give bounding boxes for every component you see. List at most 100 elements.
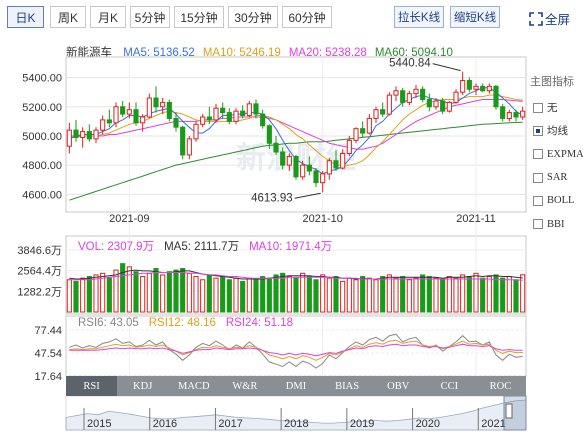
candle-body bbox=[213, 107, 219, 121]
rsi-line bbox=[69, 343, 523, 357]
high-annotation: 5440.84 bbox=[389, 58, 431, 70]
candle-body bbox=[353, 128, 359, 141]
volume-bar bbox=[346, 277, 352, 313]
candle-body bbox=[86, 131, 92, 140]
candle-body bbox=[500, 106, 506, 119]
indicator-tab[interactable]: OBV bbox=[387, 380, 410, 392]
volume-bar bbox=[326, 277, 332, 313]
candle-body bbox=[313, 170, 319, 184]
indicator-checkbox[interactable] bbox=[533, 125, 543, 136]
candle-body bbox=[473, 85, 479, 90]
candle-body bbox=[113, 106, 119, 124]
indicator-tab[interactable]: ROC bbox=[489, 380, 512, 392]
candle-body bbox=[80, 131, 86, 138]
volume-bar bbox=[120, 263, 126, 313]
indicator-option[interactable]: BOLL bbox=[528, 189, 583, 212]
volume-bar bbox=[246, 277, 252, 313]
candle-body bbox=[253, 103, 259, 115]
indicator-tab[interactable]: RSI bbox=[66, 376, 118, 396]
indicator-tab[interactable]: KDJ bbox=[133, 380, 153, 392]
navigator-year-label: 2020 bbox=[416, 418, 440, 430]
indicator-checkbox[interactable] bbox=[533, 172, 543, 183]
candle-body bbox=[206, 116, 212, 121]
volume-bar bbox=[173, 269, 179, 313]
period-tab[interactable]: 15分钟 bbox=[174, 6, 224, 28]
period-tab[interactable]: 60分钟 bbox=[282, 6, 332, 28]
volume-bar bbox=[93, 274, 99, 313]
rsi-tick-label: 17.64 bbox=[34, 371, 62, 383]
volume-bar bbox=[106, 277, 112, 313]
candle-body bbox=[393, 90, 399, 96]
ma-legend-item: MA60: 5094.10 bbox=[374, 47, 453, 59]
volume-bar bbox=[360, 276, 366, 313]
period-tab[interactable]: 月K bbox=[90, 6, 126, 28]
volume-bar bbox=[113, 269, 119, 313]
candle-body bbox=[326, 160, 332, 175]
volume-bar bbox=[493, 274, 499, 313]
indicator-option[interactable]: EXPMA bbox=[528, 143, 583, 166]
zoom-out-button[interactable]: 缩短K线 bbox=[450, 6, 500, 28]
volume-bar bbox=[473, 272, 479, 313]
volume-bar bbox=[393, 277, 399, 313]
volume-bar bbox=[260, 276, 266, 313]
indicator-option[interactable]: SAR bbox=[528, 166, 583, 189]
volume-bar bbox=[313, 279, 319, 313]
candle-body bbox=[93, 129, 99, 140]
low-annotation: 4613.93 bbox=[251, 192, 293, 204]
candle-body bbox=[106, 119, 112, 124]
volume-bar bbox=[306, 276, 312, 313]
navigator-year-label: 2021 bbox=[481, 418, 505, 430]
indicator-checkbox[interactable] bbox=[533, 195, 543, 206]
candle-body bbox=[320, 173, 326, 184]
candle-body bbox=[346, 139, 352, 154]
candle-body bbox=[340, 152, 346, 169]
indicator-tab[interactable]: W&R bbox=[232, 380, 258, 392]
candle-body bbox=[486, 85, 492, 92]
volume-ma5-line bbox=[69, 269, 523, 280]
indicator-option[interactable]: 无 bbox=[528, 96, 583, 119]
candle-body bbox=[413, 88, 419, 95]
rsi-legend-item: RSI12: 48.16 bbox=[148, 317, 216, 329]
candle-body bbox=[300, 164, 306, 178]
ma-legend-item: MA5: 5136.52 bbox=[123, 47, 195, 59]
zoom-in-button[interactable]: 拉长K线 bbox=[394, 6, 444, 28]
candle-body bbox=[446, 101, 452, 112]
indicator-checkbox[interactable] bbox=[533, 149, 543, 160]
indicator-option-label: BOLL bbox=[547, 195, 575, 207]
candle-body bbox=[173, 117, 179, 128]
indicator-checkbox[interactable] bbox=[533, 219, 543, 230]
indicator-option-label: 均线 bbox=[547, 126, 568, 138]
indicator-option[interactable]: 均线 bbox=[528, 119, 583, 142]
price-tick-label: 4800.00 bbox=[22, 160, 62, 172]
candle-body bbox=[426, 98, 432, 108]
indicator-option[interactable]: BBI bbox=[528, 212, 583, 235]
indicator-checkbox[interactable] bbox=[533, 102, 543, 113]
volume-bar bbox=[426, 276, 432, 313]
volume-bar bbox=[353, 279, 359, 313]
rsi-line bbox=[69, 333, 523, 369]
candle-body bbox=[380, 109, 386, 115]
period-tab[interactable]: 周K bbox=[50, 6, 86, 28]
price-tick-label: 5400.00 bbox=[22, 73, 62, 85]
indicator-option-label: BBI bbox=[547, 218, 565, 230]
indicator-tab[interactable]: DMI bbox=[285, 380, 307, 392]
indicator-tab[interactable]: MACD bbox=[178, 380, 210, 392]
ma-legend-item: MA10: 5246.19 bbox=[202, 47, 281, 59]
navigator-handle[interactable] bbox=[505, 403, 513, 419]
volume-bar bbox=[226, 279, 232, 313]
indicator-tab[interactable]: BIAS bbox=[335, 380, 360, 392]
stock-name: 新能源车 bbox=[66, 47, 112, 59]
volume-bar bbox=[433, 277, 439, 313]
candle-body bbox=[180, 126, 186, 156]
period-tab[interactable]: 日K bbox=[7, 6, 44, 28]
volume-bar bbox=[333, 276, 339, 313]
candle-body bbox=[226, 112, 232, 122]
volume-bar bbox=[386, 274, 392, 313]
fullscreen-button[interactable]: 全屏 bbox=[529, 9, 570, 28]
indicator-tab[interactable]: CCI bbox=[440, 380, 459, 392]
period-tab[interactable]: 5分钟 bbox=[130, 6, 170, 28]
period-tab[interactable]: 30分钟 bbox=[228, 6, 278, 28]
ma-legend: 新能源车 MA5: 5136.52 MA10: 5246.19 MA20: 5238… bbox=[66, 44, 469, 60]
candle-body bbox=[333, 160, 339, 169]
rsi-legend-item: RSI24: 51.18 bbox=[225, 317, 294, 329]
